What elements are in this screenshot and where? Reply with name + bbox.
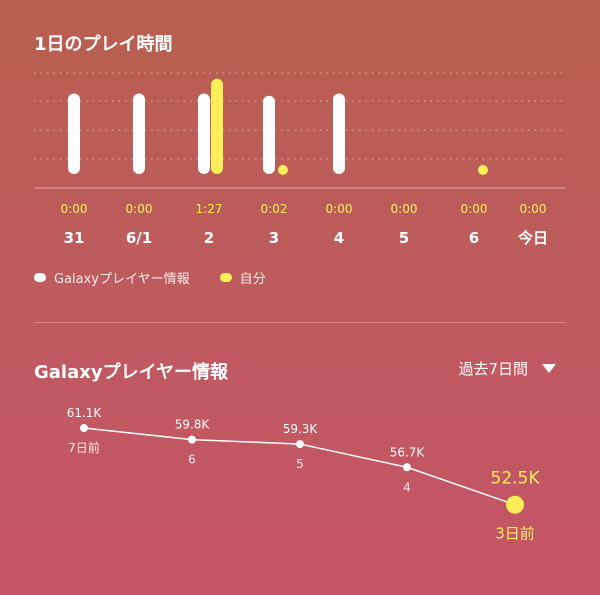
day-label: 3 xyxy=(269,229,279,247)
section-divider xyxy=(34,322,566,323)
galaxy-bar xyxy=(263,95,275,174)
galaxy-bar xyxy=(133,93,145,174)
day-label: 6/1 xyxy=(126,229,152,247)
value-label: 61.1K xyxy=(67,406,103,420)
self-bar xyxy=(211,78,223,174)
day-label: 5 xyxy=(399,229,409,247)
value-label: 59.3K xyxy=(283,422,319,436)
galaxy-bar xyxy=(333,93,345,174)
daily-play-time-chart: 0:00 31 0:00 6/1 1:27 2 0:02 3 0:00 4 0:00 5 0:00 6 0:… xyxy=(34,72,566,247)
value-label: 52.5K xyxy=(491,469,541,489)
galaxy-player-title: Galaxyプレイヤー情報 xyxy=(34,362,229,383)
legend-swatch-self xyxy=(219,273,232,282)
time-label: 0:00 xyxy=(326,202,353,216)
time-label: 0:00 xyxy=(61,202,88,216)
x-label: 3日前 xyxy=(495,525,535,543)
time-label: 0:00 xyxy=(126,202,153,216)
time-label: 0:00 xyxy=(520,202,547,216)
legend-item-self: 自分 xyxy=(219,268,266,287)
trend-line xyxy=(83,427,516,506)
self-bar-dot xyxy=(278,165,288,175)
legend-label-self: 自分 xyxy=(239,272,266,287)
legend-label-galaxy: Galaxyプレイヤー情報 xyxy=(54,272,190,287)
data-point xyxy=(188,435,196,444)
galaxy-bar xyxy=(68,93,80,174)
x-label: 4 xyxy=(403,480,411,494)
x-label: 7日前 xyxy=(68,440,100,455)
period-dropdown-value: 過去7日間 xyxy=(458,360,528,378)
x-label: 6 xyxy=(188,453,196,467)
legend-item-galaxy: Galaxyプレイヤー情報 xyxy=(34,268,190,287)
period-dropdown[interactable]: 過去7日間 xyxy=(458,358,556,379)
galaxy-bar xyxy=(198,93,210,174)
data-point xyxy=(296,440,304,449)
day-label: 6 xyxy=(469,229,479,247)
time-label: 0:00 xyxy=(461,202,488,216)
chevron-down-icon xyxy=(542,364,556,373)
value-label: 59.8K xyxy=(175,418,211,432)
time-label: 0:02 xyxy=(261,202,288,216)
time-label: 0:00 xyxy=(391,202,418,216)
value-label: 56.7K xyxy=(390,445,426,459)
x-label: 5 xyxy=(296,457,304,471)
chart-legend: Galaxyプレイヤー情報 自分 xyxy=(34,268,296,287)
day-label: 31 xyxy=(64,229,85,247)
day-label: 2 xyxy=(204,229,214,247)
legend-swatch-galaxy xyxy=(34,273,46,282)
time-label: 1:27 xyxy=(196,202,223,216)
play-time-title: 1日のプレイ時間 xyxy=(34,34,173,55)
data-point xyxy=(80,424,88,433)
data-point xyxy=(403,463,411,472)
day-label: 今日 xyxy=(517,229,548,247)
self-bar-dot xyxy=(478,165,488,175)
day-label: 4 xyxy=(334,229,344,247)
current-point xyxy=(506,495,524,514)
